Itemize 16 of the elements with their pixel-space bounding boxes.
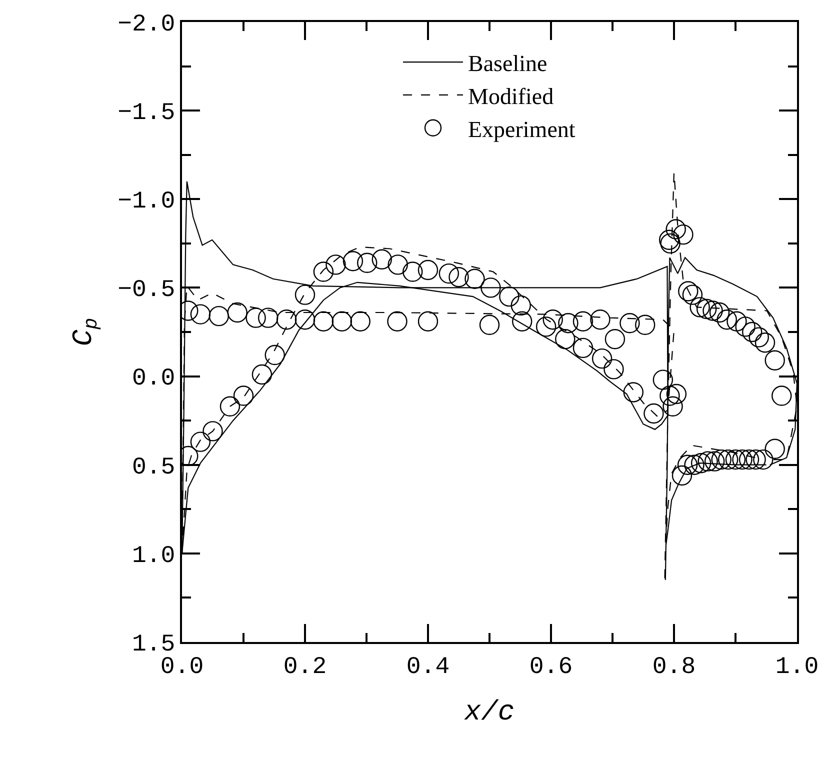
x-tick-label: 1.0 <box>775 654 819 681</box>
y-tick-label: 0.0 <box>132 366 176 393</box>
y-tick-label: −1.0 <box>118 188 176 216</box>
x-axis-title: x/c <box>463 697 515 728</box>
legend-label: Modified <box>468 84 554 109</box>
x-tick-label: 0.4 <box>406 654 450 681</box>
y-tick-label: 0.5 <box>132 454 176 482</box>
y-tick-label: −0.5 <box>118 277 176 304</box>
y-tick-label: 1.0 <box>132 542 176 570</box>
y-tick-label: −2.0 <box>118 11 176 38</box>
x-tick-label: 0.8 <box>652 654 696 681</box>
legend-label: Experiment <box>468 116 576 142</box>
legend-label: Baseline <box>468 51 548 76</box>
x-tick-label: 0.2 <box>283 654 327 681</box>
x-tick-label: 0.6 <box>529 654 573 681</box>
y-tick-label: −1.5 <box>118 100 176 127</box>
